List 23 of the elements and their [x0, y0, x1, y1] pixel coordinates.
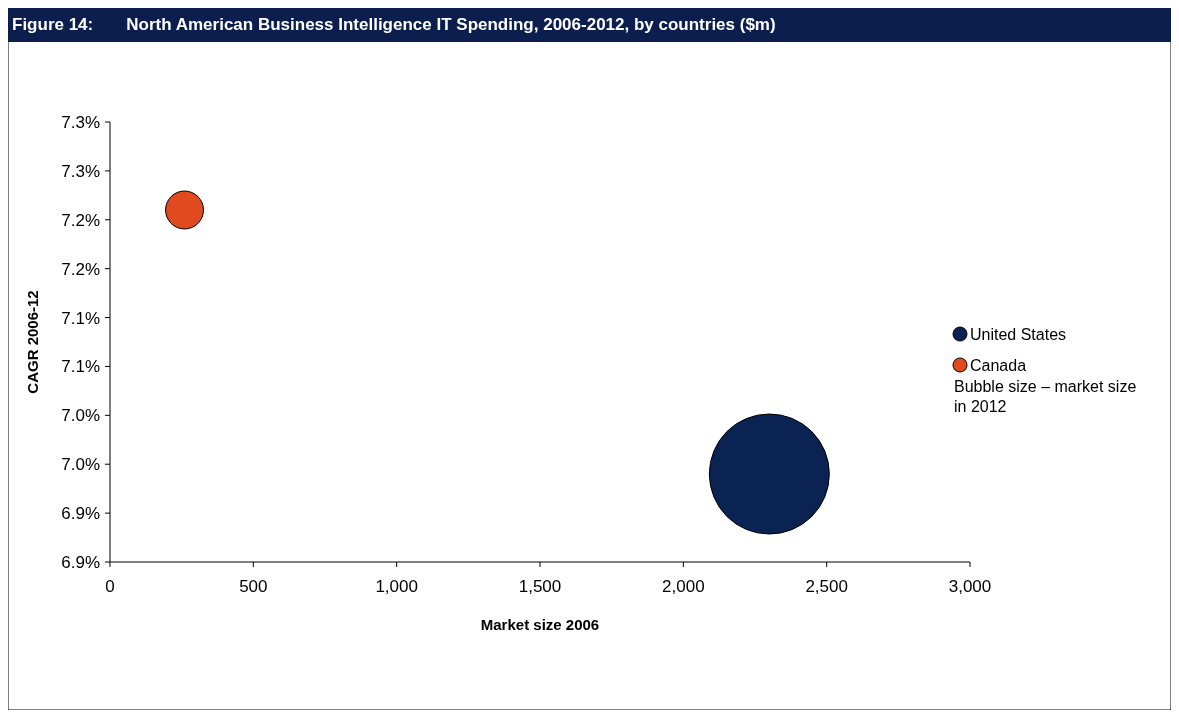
x-tick-label: 0	[105, 577, 115, 596]
chart-title: Figure 14: North American Business Intelligence IT Spending, 2006-2012, by countries ($m)	[12, 15, 776, 34]
y-tick-label: 7.1%	[61, 308, 100, 328]
x-axis-title: Market size 2006	[480, 616, 600, 633]
x-tick-label: 1,500	[518, 577, 562, 596]
y-tick-label: 6.9%	[61, 504, 100, 524]
y-tick-label: 7.3%	[61, 112, 100, 132]
legend-label: United States	[970, 325, 1067, 343]
x-tick-label: 2,000	[662, 577, 705, 596]
x-tick-label: 2,500	[805, 577, 848, 596]
y-tick-label: 7.0%	[61, 406, 100, 426]
y-tick-label: 6.9%	[61, 552, 100, 572]
y-tick-label: 7.1%	[61, 357, 100, 377]
y-tick-label: 7.3%	[61, 161, 100, 181]
y-tick-label: 7.2%	[61, 210, 100, 230]
y-tick-label: 7.2%	[61, 259, 100, 279]
x-tick-label: 3,000	[948, 577, 992, 596]
legend-label: Canada	[970, 356, 1027, 374]
x-tick-label: 1,000	[375, 577, 418, 596]
x-tick-label: 500	[239, 577, 268, 596]
annotation: Bubble size – market size in 2012	[954, 378, 1137, 415]
y-tick-label: 7.0%	[61, 455, 100, 475]
y-axis-title: CAGR 2006-12	[24, 290, 41, 394]
